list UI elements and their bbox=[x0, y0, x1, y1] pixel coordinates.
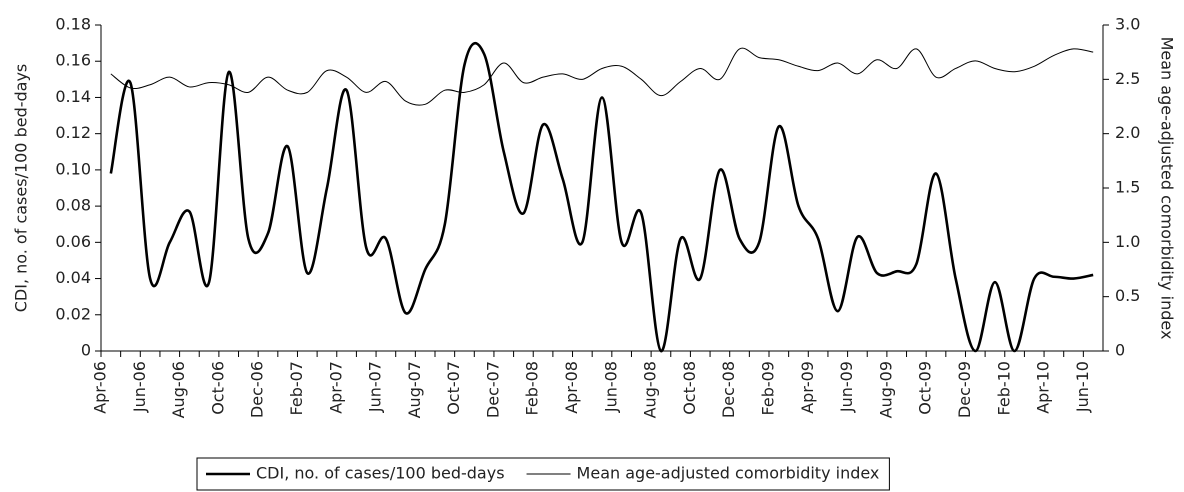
x-tick-label: Oct-06 bbox=[208, 361, 227, 415]
y2-tick-label: 3.0 bbox=[1115, 15, 1140, 34]
y2-tick-label: 2.0 bbox=[1115, 123, 1140, 142]
x-tick-label: Aug-08 bbox=[641, 361, 660, 418]
y-tick-label: 0.18 bbox=[55, 15, 91, 34]
x-tick-label: Apr-06 bbox=[91, 361, 110, 414]
legend-box bbox=[196, 457, 890, 491]
y2-tick-label: 2.5 bbox=[1115, 69, 1140, 88]
legend-label: Mean age-adjusted comorbidity index bbox=[577, 464, 880, 483]
x-tick-label: Aug-09 bbox=[876, 361, 895, 418]
x-tick-label: Feb-09 bbox=[759, 361, 778, 415]
x-tick-label: Apr-08 bbox=[562, 361, 581, 414]
y2-tick-label: 0.5 bbox=[1115, 286, 1140, 305]
x-tick-label: Dec-09 bbox=[955, 361, 974, 418]
x-tick-label: Apr-09 bbox=[798, 361, 817, 414]
x-tick-label: Apr-10 bbox=[1034, 361, 1053, 414]
x-tick-label: Jun-08 bbox=[601, 361, 620, 413]
x-tick-label: Jun-10 bbox=[1073, 361, 1092, 413]
y-tick-label: 0.14 bbox=[55, 87, 91, 106]
y-tick-label: 0.04 bbox=[55, 268, 91, 287]
x-tick-label: Oct-07 bbox=[444, 361, 463, 415]
y-tick-label: 0.02 bbox=[55, 304, 91, 323]
y2-tick-label: 1.0 bbox=[1115, 232, 1140, 251]
x-tick-label: Feb-08 bbox=[523, 361, 542, 415]
y-tick-label: 0 bbox=[81, 341, 91, 360]
y2-tick-label: 0 bbox=[1115, 341, 1125, 360]
legend-label: CDI, no. of cases/100 bed-days bbox=[256, 464, 505, 483]
x-tick-label: Feb-10 bbox=[994, 361, 1013, 415]
x-tick-label: Dec-07 bbox=[483, 361, 502, 418]
x-tick-label: Feb-07 bbox=[287, 361, 306, 415]
y-tick-label: 0.06 bbox=[55, 232, 91, 251]
x-tick-label: Dec-06 bbox=[248, 361, 267, 418]
series-line bbox=[109, 42, 1094, 353]
y-axis-title: CDI, no. of cases/100 bed-days bbox=[12, 64, 31, 313]
y2-tick-label: 1.5 bbox=[1115, 178, 1140, 197]
x-tick-label: Dec-08 bbox=[719, 361, 738, 418]
y-tick-label: 0.08 bbox=[55, 196, 91, 215]
x-tick-label: Apr-07 bbox=[326, 361, 345, 414]
y-tick-label: 0.12 bbox=[55, 123, 91, 142]
x-tick-label: Oct-08 bbox=[680, 361, 699, 415]
x-tick-label: Aug-06 bbox=[169, 361, 188, 418]
x-tick-label: Jun-09 bbox=[837, 361, 856, 413]
y-tick-label: 0.16 bbox=[55, 51, 91, 70]
x-tick-label: Aug-07 bbox=[405, 361, 424, 418]
y-tick-label: 0.10 bbox=[55, 159, 91, 178]
y2-axis-title: Mean age-adjusted comorbidity index bbox=[1158, 37, 1177, 340]
x-tick-label: Jun-06 bbox=[130, 361, 149, 413]
x-tick-label: Jun-07 bbox=[366, 361, 385, 413]
series-line bbox=[110, 47, 1094, 106]
x-tick-label: Oct-09 bbox=[916, 361, 935, 415]
